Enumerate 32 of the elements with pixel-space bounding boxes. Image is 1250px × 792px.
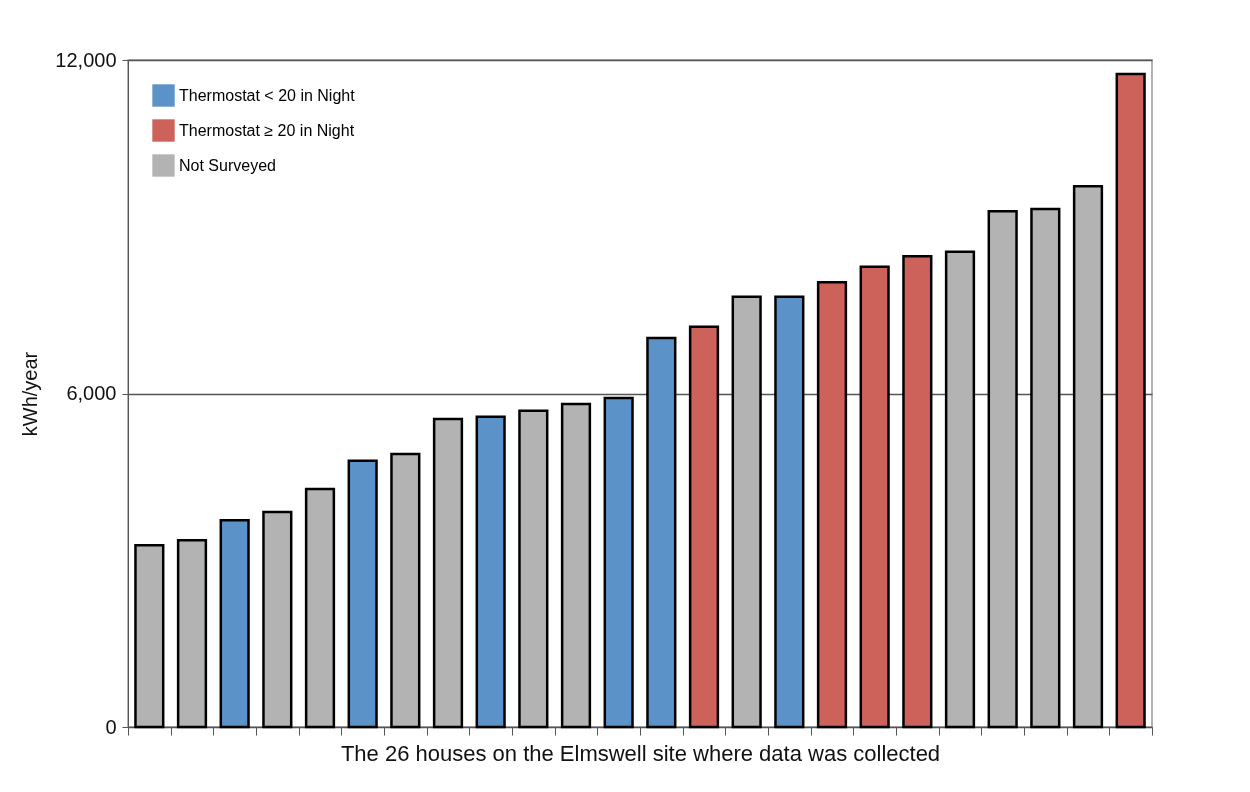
bar (262, 510, 293, 729)
bar (176, 538, 208, 729)
bar (816, 281, 848, 729)
y-axis-title: kWh/year (19, 351, 42, 437)
bar (304, 487, 336, 729)
bar (219, 518, 250, 729)
bar (518, 409, 549, 729)
bar (475, 415, 506, 729)
x-axis-title: The 26 houses on the Elmswell site where data was collected (340, 741, 941, 766)
bar (646, 336, 677, 729)
legend-label: Thermostat < 20 in Night (179, 86, 356, 104)
bar (347, 459, 378, 729)
bar (603, 396, 634, 729)
y-tick-label: 12,000 (55, 48, 117, 71)
bar (1030, 207, 1061, 729)
legend-label: Not Surveyed (179, 156, 276, 174)
bar (1115, 72, 1146, 729)
bar (134, 543, 165, 729)
legend-label: Thermostat ≥ 20 in Night (179, 121, 355, 139)
bar (774, 295, 805, 729)
y-tick-label: 0 (105, 715, 117, 738)
bar (859, 265, 890, 729)
bar (688, 325, 720, 729)
bar (731, 295, 762, 729)
bar (1072, 184, 1104, 729)
bar (944, 250, 976, 729)
bar (987, 209, 1018, 729)
y-tick-label: 6,000 (66, 382, 117, 404)
bar (902, 254, 933, 729)
bar (432, 417, 464, 729)
bar (560, 402, 592, 729)
bar (390, 452, 421, 729)
